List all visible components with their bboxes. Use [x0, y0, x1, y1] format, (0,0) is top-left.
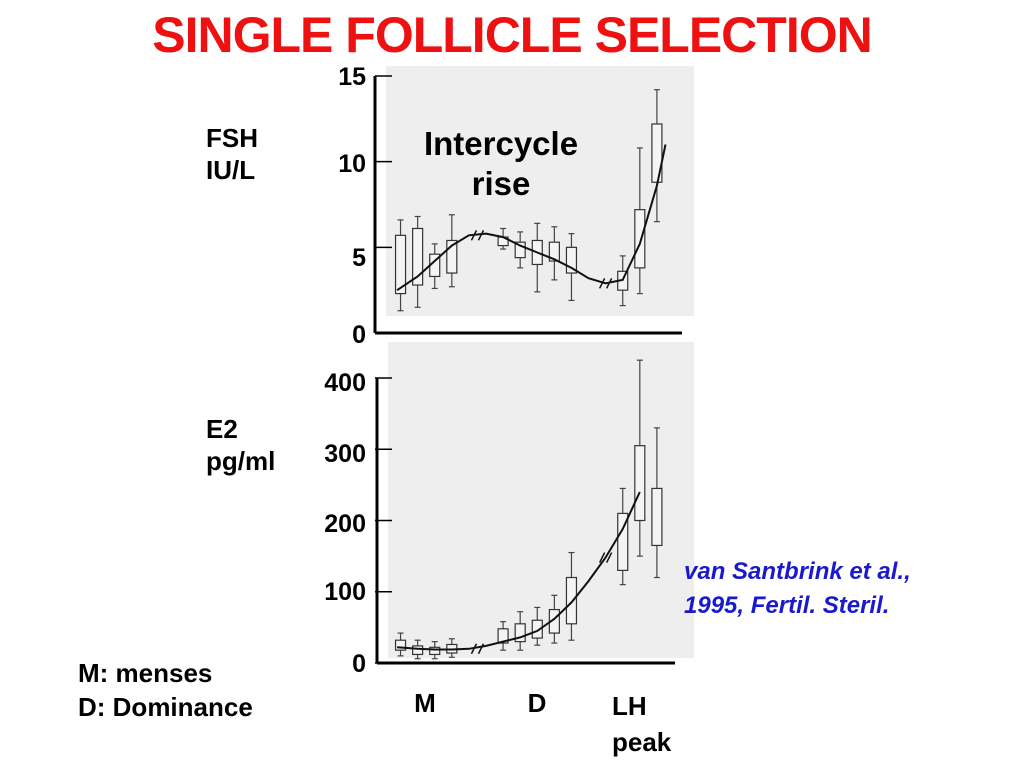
- fsh-box: [565, 246, 578, 274]
- fsh-break-mark: [598, 277, 606, 289]
- fsh-ylabel-line1: FSH: [206, 123, 258, 153]
- fsh-break-mark: [470, 230, 478, 241]
- fsh-ylabel: FSH IU/L: [206, 122, 258, 186]
- fsh-ylabel-line2: IU/L: [206, 155, 256, 185]
- fsh-tick-label: 15: [338, 63, 366, 91]
- x-category-d: D: [527, 688, 547, 718]
- fsh-box: [446, 239, 458, 274]
- e2-tick-label: 0: [352, 650, 366, 678]
- fsh-tick-label: 10: [338, 150, 366, 178]
- fsh-box: [514, 241, 526, 259]
- e2-box: [429, 646, 441, 656]
- e2-box: [651, 487, 663, 547]
- e2-ylabel-line2: pg/ml: [206, 446, 276, 476]
- e2-ylabel: E2 pg/ml: [206, 413, 275, 477]
- annotation-line2: rise: [471, 165, 531, 202]
- e2-tick-label: 400: [324, 369, 366, 397]
- fsh-trend-line: [396, 144, 667, 292]
- e2-break-mark: [477, 643, 485, 655]
- fsh-plot: [375, 75, 667, 334]
- fsh-break-mark: [605, 277, 613, 289]
- e2-box: [617, 512, 629, 571]
- e2-break-mark: [605, 552, 613, 563]
- x-category-lh: LH: [612, 691, 647, 721]
- e2-tick-label: 200: [324, 510, 366, 538]
- e2-box: [514, 623, 526, 643]
- e2-tick-label: 100: [324, 578, 366, 606]
- e2-tick-label: 300: [324, 440, 366, 468]
- e2-box: [497, 628, 509, 644]
- e2-axes: [375, 378, 675, 665]
- fsh-tick-label: 5: [352, 244, 366, 272]
- intercycle-annotation: Intercycle rise: [388, 124, 614, 204]
- e2-box: [634, 445, 646, 522]
- e2-ylabel-line1: E2: [206, 414, 238, 444]
- x-category-m: M: [414, 688, 436, 718]
- fsh-box: [412, 227, 424, 286]
- e2-box: [412, 645, 424, 656]
- e2-break-mark: [598, 552, 606, 563]
- e2-trend-line: [397, 491, 641, 651]
- legend-dominance: D: Dominance: [78, 692, 253, 722]
- fsh-box: [394, 234, 407, 295]
- annotation-line1: Intercycle: [423, 125, 579, 162]
- e2-break-mark: [470, 643, 478, 655]
- citation-line2: 1995, Fertil. Steril.: [684, 592, 890, 619]
- e2-box: [394, 639, 407, 651]
- e2-box: [565, 576, 578, 625]
- e2-plot: [375, 359, 663, 664]
- e2-box: [531, 619, 543, 639]
- abbreviation-legend: M: menses D: Dominance: [78, 656, 253, 724]
- fsh-break-mark: [477, 230, 485, 241]
- fsh-box: [548, 241, 560, 262]
- x-category-lh-peak: LH peak: [598, 688, 688, 760]
- fsh-tick-label: 0: [352, 321, 366, 349]
- x-category-peak: peak: [612, 727, 672, 757]
- e2-panel-background: [388, 342, 694, 658]
- legend-menses: M: menses: [78, 658, 213, 688]
- fsh-axes: [373, 76, 682, 335]
- fsh-box: [634, 209, 646, 269]
- citation-line1: van Santbrink et al.,: [684, 558, 911, 585]
- citation: van Santbrink et al., 1995, Fertil. Ster…: [684, 555, 1024, 623]
- slide-title: SINGLE FOLLICLE SELECTION: [152, 7, 872, 63]
